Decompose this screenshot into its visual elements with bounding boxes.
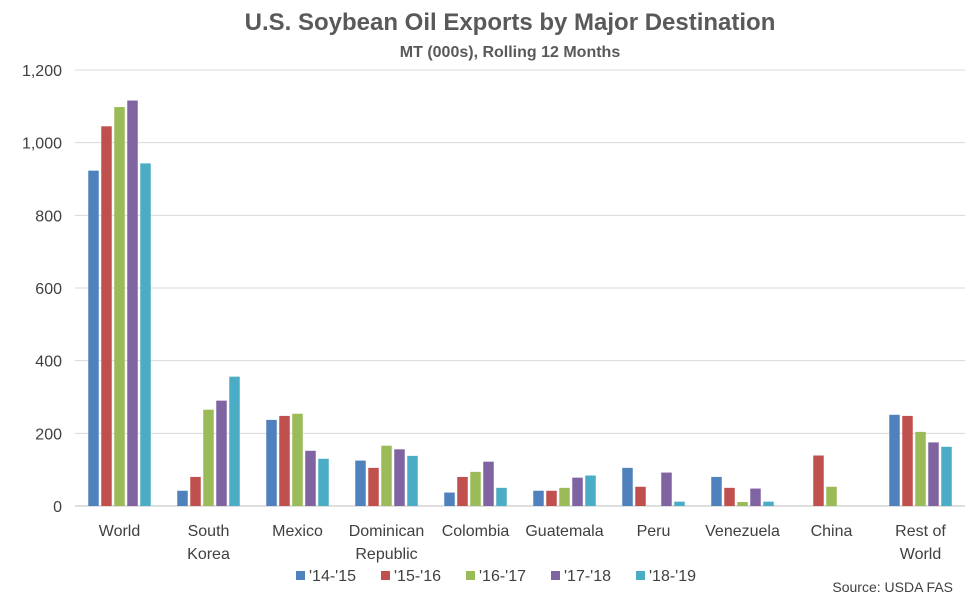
bar — [470, 471, 481, 506]
legend-swatch — [466, 571, 475, 580]
bar — [763, 501, 774, 506]
bar — [585, 475, 596, 506]
bar — [318, 458, 329, 506]
bar — [533, 490, 544, 506]
legend-label: '14-'15 — [309, 568, 356, 585]
x-category-label: Peru — [637, 523, 671, 540]
x-category-label: China — [811, 523, 853, 540]
bar — [266, 419, 277, 506]
x-category-label: Mexico — [272, 523, 323, 540]
bar — [572, 477, 583, 506]
bar — [826, 486, 837, 506]
bar — [711, 476, 722, 506]
legend-swatch — [381, 571, 390, 580]
legend-swatch — [551, 571, 560, 580]
bar — [941, 446, 952, 506]
bar — [140, 163, 151, 507]
legend: '14-'15 '15-'16 '16-'17 '17-'18 '18-'19 — [296, 568, 696, 585]
bar — [889, 414, 900, 506]
bar — [902, 415, 913, 506]
bar — [279, 415, 290, 506]
y-tick-label: 200 — [35, 426, 62, 443]
bar — [674, 501, 685, 506]
bar — [368, 467, 379, 506]
bar — [622, 467, 633, 506]
bar — [546, 490, 557, 506]
bar — [127, 100, 138, 507]
legend-label: '18-'19 — [649, 568, 696, 585]
bar — [292, 413, 303, 506]
legend-label: '16-'17 — [479, 568, 526, 585]
bar — [813, 455, 824, 506]
x-category-label: Guatemala — [525, 523, 603, 540]
bar — [724, 487, 735, 506]
bar — [915, 431, 926, 506]
x-category-label: World — [900, 546, 942, 563]
bar — [305, 450, 316, 506]
legend-label: '17-'18 — [564, 568, 611, 585]
bar — [229, 376, 240, 506]
legend-label: '15-'16 — [394, 568, 441, 585]
legend-swatch — [636, 571, 645, 580]
y-tick-label: 600 — [35, 281, 62, 298]
y-tick-label: 0 — [53, 499, 62, 516]
x-category-label: Rest of — [895, 523, 946, 540]
bar — [190, 476, 201, 506]
legend-swatch — [296, 571, 305, 580]
bar — [88, 170, 99, 507]
y-axis: 0 200 400 600 800 1,000 1,200 — [22, 63, 62, 516]
x-category-label: Korea — [187, 546, 230, 563]
y-tick-label: 800 — [35, 208, 62, 225]
bar — [559, 487, 570, 506]
x-category-label: Colombia — [442, 523, 510, 540]
x-category-label: Republic — [355, 546, 417, 563]
bar — [737, 502, 748, 506]
bar — [203, 409, 214, 506]
bars — [88, 100, 952, 507]
bar — [928, 442, 939, 506]
x-category-label: South — [188, 523, 230, 540]
bar — [355, 460, 366, 506]
x-category-label: Venezuela — [705, 523, 780, 540]
y-tick-label: 1,200 — [22, 63, 62, 80]
bar — [750, 488, 761, 506]
chart-title: U.S. Soybean Oil Exports by Major Destin… — [245, 9, 776, 36]
bar — [661, 472, 672, 506]
x-axis: World South Korea Mexico Dominican Republic Co… — [99, 523, 947, 563]
source-note: Source: USDA FAS — [832, 579, 953, 595]
bar — [177, 490, 188, 506]
bar — [444, 492, 455, 506]
bar — [407, 455, 418, 506]
bar — [394, 449, 405, 506]
bar — [496, 487, 507, 506]
bar — [457, 476, 468, 506]
bar — [216, 400, 227, 506]
y-tick-label: 400 — [35, 354, 62, 371]
y-tick-label: 1,000 — [22, 136, 62, 153]
bar — [101, 126, 112, 507]
x-category-label: World — [99, 523, 141, 540]
chart-subtitle: MT (000s), Rolling 12 Months — [400, 44, 621, 61]
bar — [635, 486, 646, 506]
x-category-label: Dominican — [349, 523, 425, 540]
bar — [483, 461, 494, 506]
bar — [114, 107, 125, 506]
bar — [381, 445, 392, 506]
